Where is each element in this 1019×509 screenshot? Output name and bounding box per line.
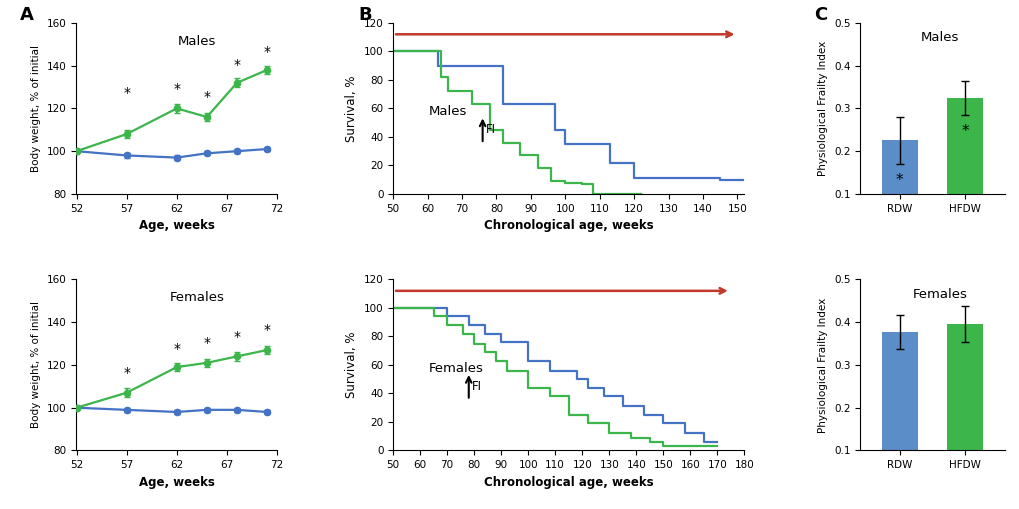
Y-axis label: Survival, %: Survival, %: [344, 75, 358, 142]
Text: Females: Females: [428, 361, 483, 375]
Y-axis label: Physiological Frailty Index: Physiological Frailty Index: [817, 41, 827, 176]
X-axis label: Chronological age, weeks: Chronological age, weeks: [483, 476, 653, 489]
Text: C: C: [813, 6, 826, 24]
Text: *: *: [895, 174, 903, 188]
Text: FI: FI: [471, 380, 481, 393]
Bar: [947, 324, 982, 493]
Text: A: A: [20, 6, 35, 24]
Text: *: *: [173, 343, 180, 356]
Text: *: *: [233, 58, 240, 72]
Text: B: B: [358, 6, 371, 24]
Text: *: *: [263, 45, 270, 59]
Text: *: *: [123, 366, 130, 380]
X-axis label: Chronological age, weeks: Chronological age, weeks: [483, 219, 653, 232]
Text: Females: Females: [911, 288, 966, 301]
Text: *: *: [263, 323, 270, 337]
Bar: [947, 98, 982, 237]
Y-axis label: Body weight, % of initial: Body weight, % of initial: [32, 301, 42, 429]
Bar: [880, 140, 917, 237]
Text: Males: Males: [919, 32, 958, 44]
X-axis label: Age, weeks: Age, weeks: [139, 219, 215, 232]
Text: *: *: [961, 124, 968, 139]
Text: Males: Males: [428, 105, 466, 118]
Y-axis label: Physiological Frailty Index: Physiological Frailty Index: [817, 297, 827, 433]
Text: Males: Males: [177, 35, 216, 48]
X-axis label: Age, weeks: Age, weeks: [139, 476, 215, 489]
Text: *: *: [203, 336, 210, 350]
Text: *: *: [173, 81, 180, 96]
Y-axis label: Body weight, % of initial: Body weight, % of initial: [32, 45, 42, 172]
Text: *: *: [203, 90, 210, 104]
Text: Females: Females: [169, 292, 224, 304]
Y-axis label: Survival, %: Survival, %: [344, 332, 358, 398]
Text: *: *: [233, 329, 240, 344]
Bar: [880, 331, 917, 493]
Text: FI: FI: [486, 123, 495, 136]
Text: *: *: [123, 86, 130, 100]
